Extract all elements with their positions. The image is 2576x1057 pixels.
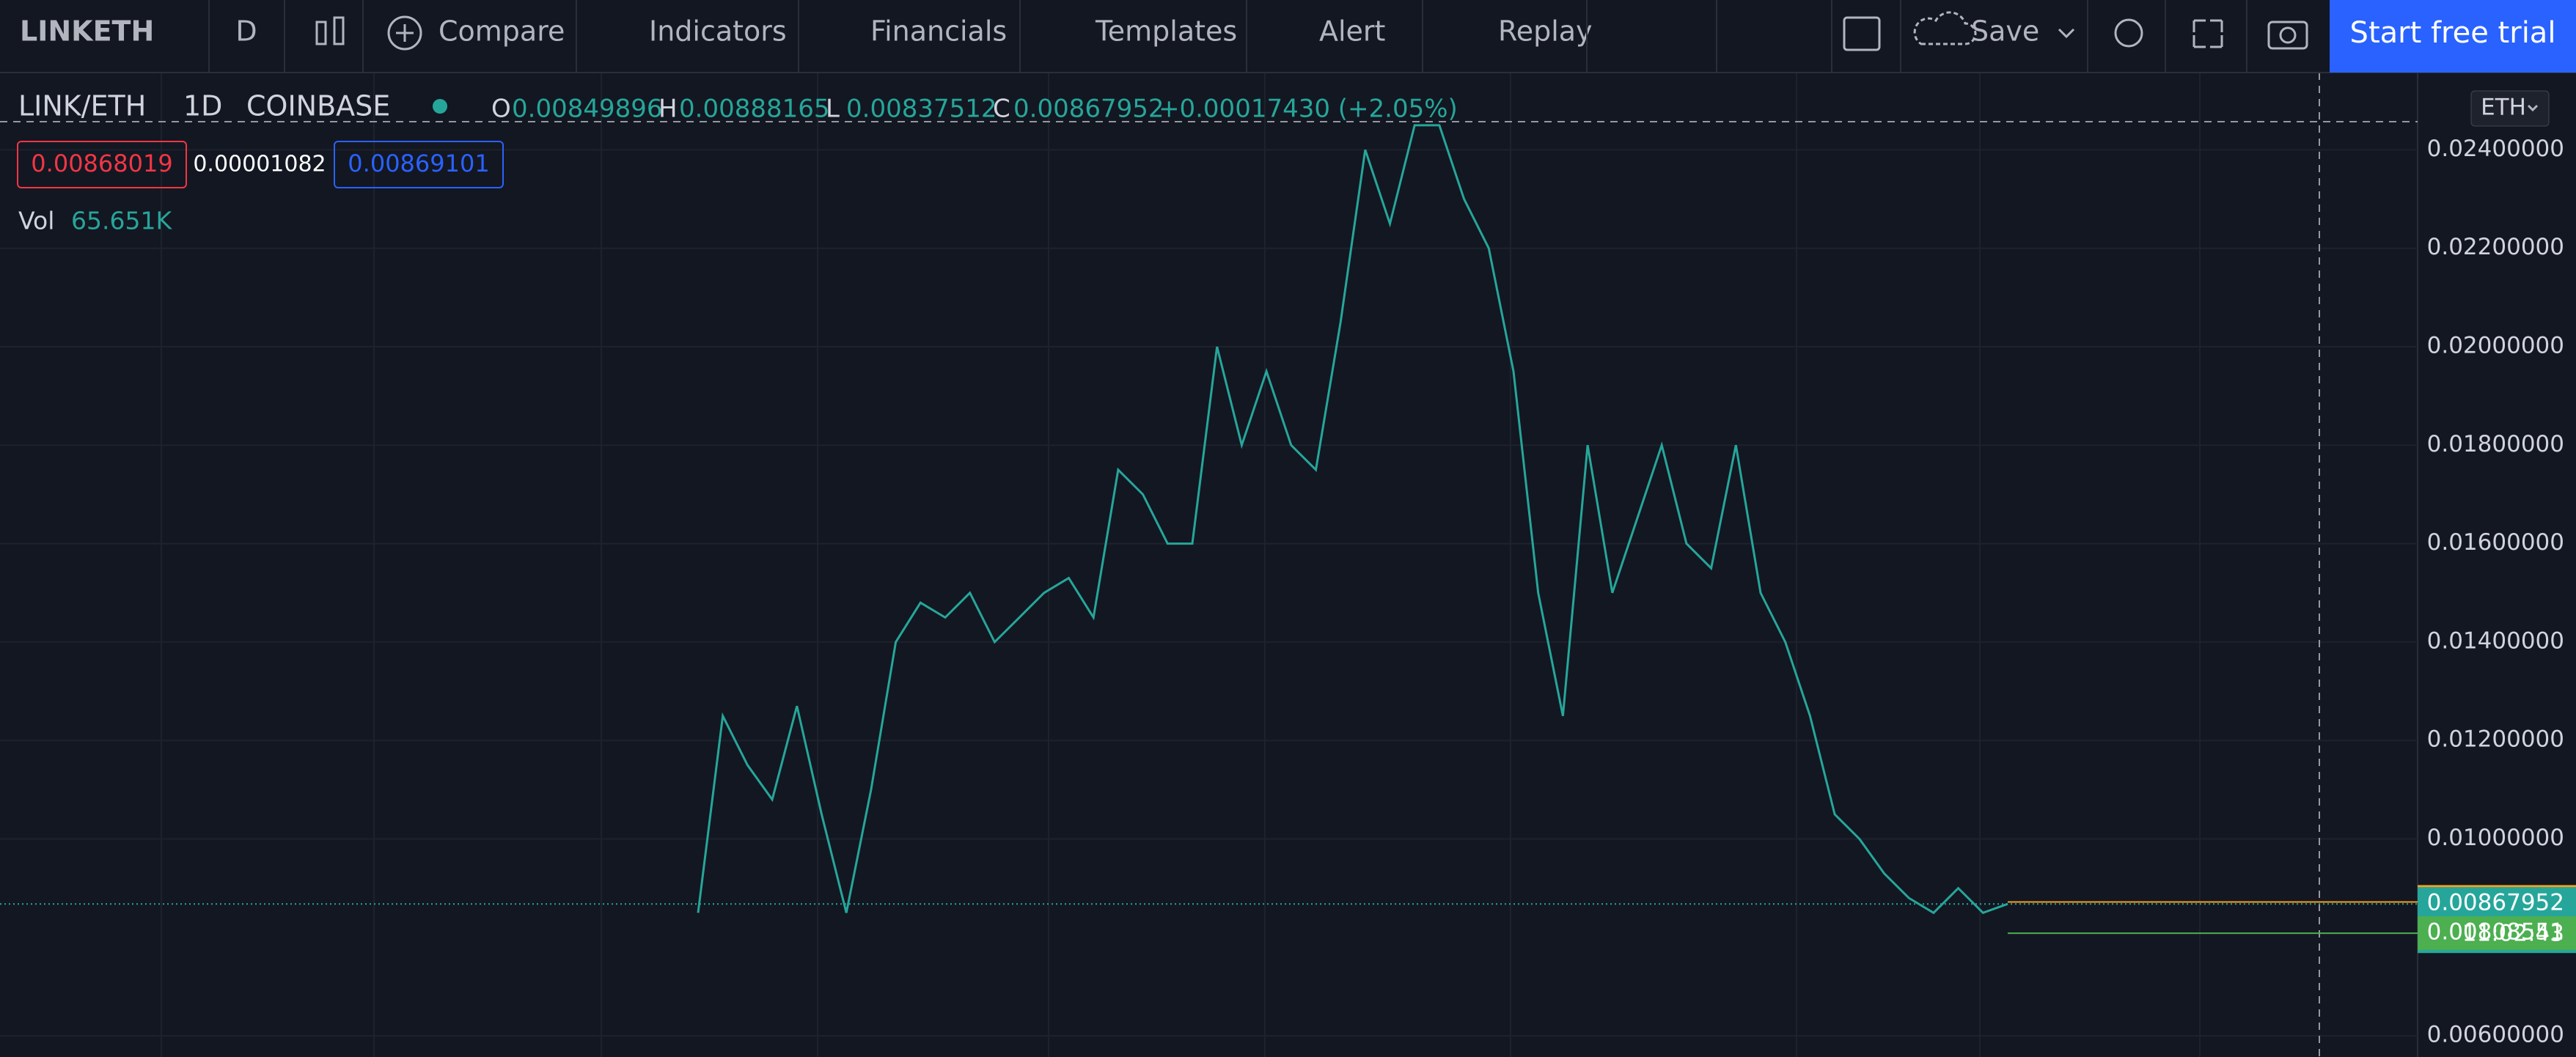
change: +0.00017430 (+2.05%) — [1159, 95, 1458, 124]
settings-icon[interactable] — [2114, 18, 2143, 48]
cta-button[interactable] — [2330, 0, 2576, 73]
currency[interactable]: ETH — [2481, 95, 2526, 121]
toolbar-button[interactable]: Replay — [1498, 15, 1593, 48]
interval[interactable]: D — [235, 15, 257, 48]
toolbar-button[interactable]: Alert — [1319, 15, 1385, 48]
toolbar-button[interactable]: Compare — [438, 15, 565, 48]
price-line — [697, 124, 2008, 915]
bid[interactable]: 0.00868019 — [31, 150, 172, 177]
legend-exchange: COINBASE — [246, 90, 390, 122]
currency-menu — [2527, 104, 2539, 112]
price-label-box — [2418, 916, 2576, 951]
fullscreen-icon[interactable] — [2192, 19, 2223, 48]
ohlc-value: 0.00849896 — [512, 95, 663, 124]
snapshot-lens — [2279, 26, 2297, 44]
price-label: 0.00867952 — [2427, 890, 2564, 916]
y-tick-label: 0.02400000 — [2427, 136, 2564, 162]
cta-label[interactable]: Start free trial — [2350, 16, 2556, 50]
y-tick-label: 0.01800000 — [2427, 431, 2564, 457]
y-tick-label: 0.01200000 — [2427, 726, 2564, 753]
cloud-icon — [1913, 11, 1977, 45]
ask[interactable]: 0.00869101 — [348, 150, 489, 177]
currency-button[interactable] — [2470, 90, 2550, 127]
y-tick-label: 0.02000000 — [2427, 333, 2564, 359]
y-tick-label: 0.01400000 — [2427, 627, 2564, 654]
legend-pair[interactable]: LINK/ETH — [18, 90, 146, 122]
ask-box[interactable] — [334, 141, 504, 188]
toolbar-button[interactable]: Indicators — [649, 15, 787, 48]
ohlc-key: L — [826, 95, 840, 124]
compare-icon — [387, 15, 422, 51]
ohlc-value: 0.00867952 — [1013, 95, 1164, 124]
save-button[interactable]: Save — [1971, 15, 2039, 48]
layout-icon[interactable] — [1843, 16, 1881, 51]
volume-label: Vol — [18, 207, 54, 235]
bid-box[interactable] — [17, 141, 187, 188]
symbol[interactable]: LINKETH — [20, 15, 154, 48]
market-status — [433, 99, 447, 114]
save-menu[interactable] — [2058, 28, 2075, 39]
y-tick-label: 0.00600000 — [2427, 1022, 2564, 1048]
y-tick-label: 0.01000000 — [2427, 825, 2564, 851]
snapshot-icon[interactable] — [2267, 21, 2308, 50]
countdown: 11:02:43 — [2462, 921, 2564, 947]
ohlc-value: 0.00888165 — [679, 95, 830, 124]
ohlc-key: H — [658, 95, 678, 124]
ohlc-value: 0.00837512 — [846, 95, 997, 124]
toolbar-buttons: Compare Indicators Financials Templates Aler… — [208, 0, 2247, 73]
plot: 0.02400000 0.02200000 0.02000000 0.01800000… — [0, 73, 2576, 1057]
y-tick-label: 0.01600000 — [2427, 529, 2564, 556]
toolbar-button[interactable]: Financials — [870, 15, 1007, 48]
ohlc-key: C — [993, 95, 1010, 124]
compare-plus — [396, 24, 414, 42]
legend-interval: 1D — [183, 90, 222, 122]
spread: 0.00001082 — [193, 152, 326, 177]
volume: 65.651K — [71, 207, 172, 235]
price-label: 0.00808551 — [2427, 919, 2564, 946]
chart-type-icon[interactable] — [315, 16, 345, 45]
toolbar-button[interactable]: Templates — [1095, 15, 1237, 48]
ohlc-key: O — [491, 95, 511, 124]
toolbar — [0, 0, 2576, 73]
y-tick-label: 0.02200000 — [2427, 234, 2564, 260]
